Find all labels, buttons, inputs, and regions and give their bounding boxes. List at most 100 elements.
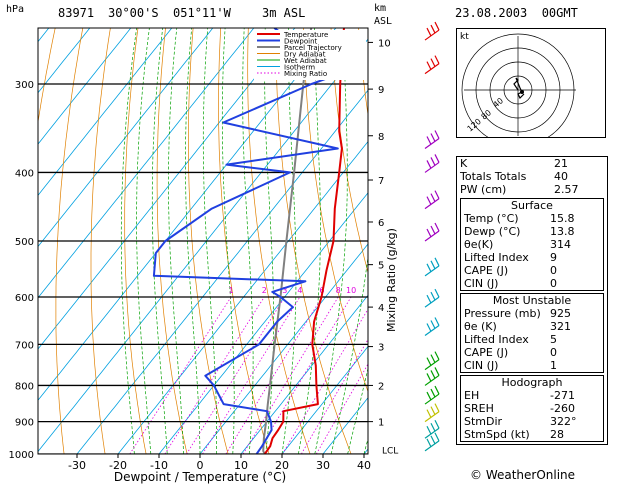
most-unstable-section: Most Unstable Pressure (mb) 925 θe (K) 321… <box>460 293 604 373</box>
wet-adiabat-line <box>168 28 184 454</box>
mixing-ratio-label: 25 <box>402 286 412 295</box>
wind-barb <box>424 317 440 336</box>
pressure-tick-label: 800 <box>15 381 34 392</box>
mixing-ratio-label: 8 <box>336 286 341 295</box>
pressure-tick-label: 900 <box>15 418 34 429</box>
dry-adiabat-line <box>607 28 629 454</box>
temp-tick-label: -20 <box>109 459 127 472</box>
isotherm-line <box>199 243 368 454</box>
station-id: 83971 <box>58 6 95 20</box>
isotherm-line <box>117 140 368 454</box>
legend-label: Temperature <box>283 31 328 39</box>
legend-label: Wet Adiabat <box>284 57 327 65</box>
legend-label: Isotherm <box>284 64 315 72</box>
temperature-line <box>263 28 345 454</box>
mixing-ratio-line <box>186 296 286 454</box>
wet-adiabat-line <box>242 28 254 454</box>
height-tick-label: 2 <box>378 381 384 392</box>
km-unit: km <box>374 3 387 14</box>
isotherm-line <box>240 294 368 454</box>
wind-barb <box>424 419 440 439</box>
wet-adiabat-line <box>151 28 168 454</box>
wet-adiabat-line <box>330 254 368 454</box>
storm-motion-marker <box>520 90 524 94</box>
wind-barb <box>424 288 440 308</box>
isotherm-line <box>322 397 368 454</box>
mixing-ratio-line <box>164 296 265 454</box>
height-tick-label: 4 <box>378 303 384 314</box>
wind-barb <box>424 190 440 210</box>
mixing-ratio-label: 1 <box>229 286 234 295</box>
k-index-row: K 21 <box>460 157 568 170</box>
wet-adiabat-line <box>281 28 297 454</box>
x-axis-label: Dewpoint / Temperature (°C) <box>114 470 286 484</box>
wind-barb <box>424 351 440 371</box>
wind-barb <box>424 55 440 75</box>
wind-barb <box>424 403 440 423</box>
pressure-tick-label: 600 <box>15 293 34 304</box>
temp-tick-label: 20 <box>275 459 289 472</box>
wind-barb <box>424 385 440 405</box>
mixing-ratio-line <box>225 296 323 454</box>
dry-adiabat-line <box>90 28 111 454</box>
wet-adiabat-line <box>202 28 217 454</box>
legend-label: Mixing Ratio <box>284 70 327 78</box>
isotherm-line <box>38 28 296 350</box>
pw-row: PW (cm) 2.57 <box>460 183 579 196</box>
height-tick-label: 7 <box>378 176 384 187</box>
height-tick-label: 1 <box>378 418 384 429</box>
temp-tick-label: 10 <box>234 459 248 472</box>
totals-row: Totals Totals 40 <box>460 170 568 183</box>
datetime: 23.08.2003 00GMT <box>455 6 578 20</box>
mixing-ratio-label: 15 <box>370 286 380 295</box>
wind-barb <box>424 130 440 149</box>
dewpoint-line <box>152 28 342 454</box>
hodograph: kt 40 80 120 <box>456 28 606 138</box>
temp-tick-label: 0 <box>197 459 204 472</box>
surface-section: Surface Temp (°C) 15.8 Dewp (°C) 13.8 θe(K… <box>460 198 604 291</box>
legend-label: Dry Adiabat <box>284 51 326 59</box>
wind-barbs <box>424 21 440 452</box>
pressure-tick-label: 1000 <box>9 450 34 461</box>
wet-adiabat-line <box>347 366 368 454</box>
mixing-ratio-line <box>202 296 301 454</box>
isotherm-line <box>38 38 368 453</box>
wet-adiabat-line <box>120 28 137 454</box>
wind-barb <box>424 432 440 452</box>
isotherm-line <box>38 28 214 248</box>
plot-frame <box>37 27 369 455</box>
temp-tick-label: -10 <box>150 459 168 472</box>
wind-barb <box>424 257 440 277</box>
pressure-tick-label: 500 <box>15 237 34 248</box>
dry-adiabat-line <box>156 28 188 454</box>
height-tick-label: 10 <box>378 38 391 49</box>
hodograph-unit: kt <box>460 32 469 42</box>
station-coords: 30°00'S 051°11'W <box>108 6 231 20</box>
wind-barb <box>424 222 440 242</box>
dry-adiabat-line <box>247 28 311 454</box>
dry-adiabat-line <box>188 28 229 454</box>
copyright: © WeatherOnline <box>470 468 576 482</box>
mixing-ratio-line <box>242 296 339 454</box>
dry-adiabat-line <box>218 28 270 454</box>
pressure-tick-label: 400 <box>15 168 34 179</box>
hodograph-section: Hodograph EH -271 SREH -260 StmDir 322° Stm… <box>460 375 604 442</box>
dry-adiabat-line <box>330 28 368 274</box>
mixing-ratio-label: 3 <box>282 286 287 295</box>
mixing-ratio-label: 4 <box>297 286 302 295</box>
temp-tick-label: 40 <box>357 459 371 472</box>
pressure-tick-label: 700 <box>15 340 34 351</box>
wet-adiabat-line <box>136 28 152 454</box>
isotherm-line <box>158 192 368 454</box>
isotherm-line <box>38 28 255 299</box>
height-tick-label: 3 <box>378 343 384 354</box>
legend-label: Dewpoint <box>284 38 318 46</box>
dry-adiabat-line <box>275 28 352 454</box>
dry-adiabat-line <box>55 28 84 454</box>
mixing-ratio-label: 2 <box>262 286 267 295</box>
wet-adiabat-line <box>221 28 235 454</box>
stats-table: K 21 Totals Totals 40 PW (cm) 2.57 Surface … <box>456 156 608 445</box>
height-tick-label: 9 <box>378 85 384 96</box>
wind-barb <box>424 154 440 173</box>
